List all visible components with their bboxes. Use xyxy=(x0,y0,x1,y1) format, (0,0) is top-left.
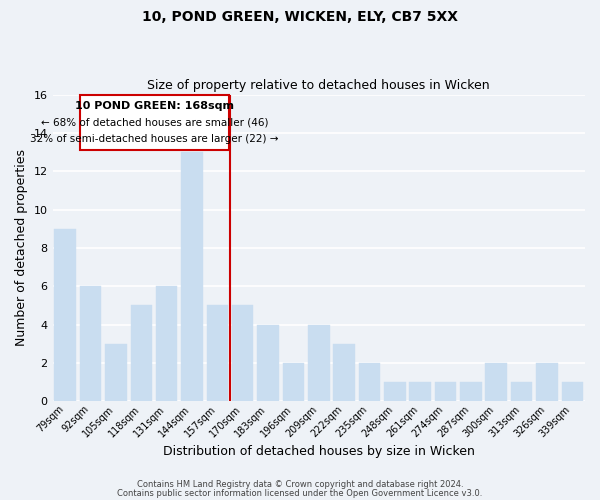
Bar xyxy=(80,286,101,401)
Bar xyxy=(536,363,558,401)
Bar xyxy=(409,382,431,401)
Bar xyxy=(308,324,329,401)
Bar xyxy=(511,382,532,401)
Bar xyxy=(460,382,482,401)
Text: 10 POND GREEN: 168sqm: 10 POND GREEN: 168sqm xyxy=(75,100,234,110)
Bar xyxy=(206,306,228,401)
Bar xyxy=(232,306,253,401)
Bar xyxy=(283,363,304,401)
Text: 32% of semi-detached houses are larger (22) →: 32% of semi-detached houses are larger (… xyxy=(31,134,279,144)
Bar xyxy=(181,152,203,401)
Text: Contains HM Land Registry data © Crown copyright and database right 2024.: Contains HM Land Registry data © Crown c… xyxy=(137,480,463,489)
Text: ← 68% of detached houses are smaller (46): ← 68% of detached houses are smaller (46… xyxy=(41,118,268,128)
FancyBboxPatch shape xyxy=(80,94,229,150)
Bar xyxy=(156,286,178,401)
Bar xyxy=(562,382,583,401)
Bar xyxy=(334,344,355,401)
Bar xyxy=(485,363,507,401)
Bar xyxy=(257,324,279,401)
Bar xyxy=(105,344,127,401)
Text: 10, POND GREEN, WICKEN, ELY, CB7 5XX: 10, POND GREEN, WICKEN, ELY, CB7 5XX xyxy=(142,10,458,24)
Bar xyxy=(359,363,380,401)
Bar xyxy=(131,306,152,401)
Title: Size of property relative to detached houses in Wicken: Size of property relative to detached ho… xyxy=(148,79,490,92)
Bar xyxy=(55,228,76,401)
Y-axis label: Number of detached properties: Number of detached properties xyxy=(15,150,28,346)
X-axis label: Distribution of detached houses by size in Wicken: Distribution of detached houses by size … xyxy=(163,444,475,458)
Bar xyxy=(435,382,457,401)
Bar xyxy=(384,382,406,401)
Text: Contains public sector information licensed under the Open Government Licence v3: Contains public sector information licen… xyxy=(118,488,482,498)
